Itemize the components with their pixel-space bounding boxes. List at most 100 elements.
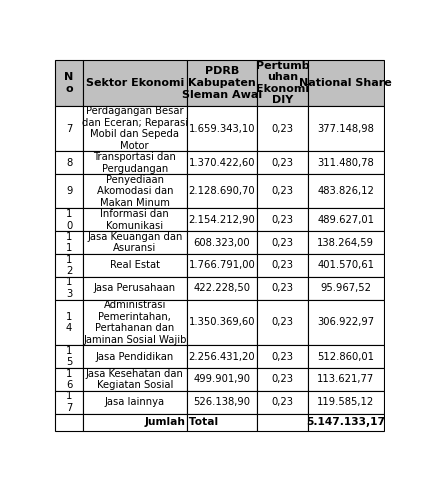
Bar (55, 60, 83, 106)
Text: 9: 9 (66, 186, 72, 196)
Text: 0,23: 0,23 (271, 283, 294, 293)
Bar (308, 345, 383, 368)
Bar (55, 299, 83, 345)
Bar (83, 391, 187, 414)
Bar (308, 299, 383, 345)
Text: 1
5: 1 5 (66, 346, 72, 367)
Text: 138.264,59: 138.264,59 (317, 238, 374, 247)
Bar (187, 299, 257, 345)
Bar (83, 277, 187, 299)
Bar (187, 231, 257, 254)
Text: 1
1: 1 1 (66, 232, 72, 253)
Bar (257, 254, 308, 277)
Bar (55, 391, 83, 414)
Text: 608.323,00: 608.323,00 (193, 238, 250, 247)
Bar (83, 151, 187, 174)
Text: 2.128.690,70: 2.128.690,70 (188, 186, 255, 196)
Bar (55, 208, 83, 231)
Text: 1
0: 1 0 (66, 209, 72, 230)
Bar (187, 368, 257, 391)
Bar (257, 151, 308, 174)
Bar (83, 254, 187, 277)
Text: 1
6: 1 6 (66, 368, 72, 390)
Text: 113.621,77: 113.621,77 (317, 374, 374, 384)
Bar (308, 368, 383, 391)
Bar (83, 299, 187, 345)
Bar (308, 414, 383, 431)
Bar (308, 254, 383, 277)
Text: 0,23: 0,23 (271, 123, 294, 134)
Bar (187, 208, 257, 231)
Text: Jumlah Total: Jumlah Total (145, 417, 219, 427)
Bar (83, 414, 187, 431)
Bar (55, 254, 83, 277)
Bar (187, 106, 257, 151)
Text: Real Estat: Real Estat (110, 260, 160, 270)
Bar (257, 277, 308, 299)
Text: 0,23: 0,23 (271, 186, 294, 196)
Text: 499.901,90: 499.901,90 (193, 374, 250, 384)
Bar (83, 60, 187, 106)
Text: 1
7: 1 7 (66, 391, 72, 413)
Bar (83, 368, 187, 391)
Bar (257, 368, 308, 391)
Text: Penyediaan
Akomodasi dan
Makan Minum: Penyediaan Akomodasi dan Makan Minum (97, 174, 173, 208)
Bar (55, 345, 83, 368)
Bar (308, 174, 383, 208)
Bar (308, 151, 383, 174)
Text: 422.228,50: 422.228,50 (193, 283, 250, 293)
Bar (308, 60, 383, 106)
Bar (187, 391, 257, 414)
Text: Jasa Perusahaan: Jasa Perusahaan (94, 283, 176, 293)
Text: 0,23: 0,23 (271, 215, 294, 225)
Bar (257, 299, 308, 345)
Text: 377.148,98: 377.148,98 (317, 123, 374, 134)
Text: Jasa Kesehatan dan
Kegiatan Sosial: Jasa Kesehatan dan Kegiatan Sosial (86, 368, 184, 390)
Text: 401.570,61: 401.570,61 (317, 260, 374, 270)
Bar (83, 345, 187, 368)
Bar (257, 345, 308, 368)
Text: 2.154.212,90: 2.154.212,90 (188, 215, 255, 225)
Bar (257, 391, 308, 414)
Text: Sektor Ekonomi: Sektor Ekonomi (86, 78, 184, 88)
Text: Perdagangan Besar
dan Eceran; Reparasi
Mobil dan Sepeda
Motor: Perdagangan Besar dan Eceran; Reparasi M… (82, 106, 188, 151)
Text: 119.585,12: 119.585,12 (317, 397, 374, 407)
Text: 0,23: 0,23 (271, 238, 294, 247)
Text: Transportasi dan
Pergudangan: Transportasi dan Pergudangan (93, 152, 176, 174)
Text: 0,23: 0,23 (271, 317, 294, 328)
Text: N
o: N o (65, 72, 74, 94)
Text: 95.967,52: 95.967,52 (320, 283, 371, 293)
Text: Jasa Pendidikan: Jasa Pendidikan (96, 351, 174, 362)
Bar (257, 231, 308, 254)
Bar (55, 368, 83, 391)
Text: 5.147.133,17: 5.147.133,17 (306, 417, 385, 427)
Bar (308, 277, 383, 299)
Text: 0,23: 0,23 (271, 158, 294, 168)
Bar (257, 414, 308, 431)
Bar (55, 174, 83, 208)
Text: 1.659.343,10: 1.659.343,10 (189, 123, 255, 134)
Text: 0,23: 0,23 (271, 260, 294, 270)
Bar (187, 151, 257, 174)
Text: Informasi dan
Komunikasi: Informasi dan Komunikasi (101, 209, 169, 230)
Text: PDRB
Kabupaten
Sleman Awal: PDRB Kabupaten Sleman Awal (182, 67, 262, 100)
Text: 7: 7 (66, 123, 72, 134)
Bar (257, 174, 308, 208)
Bar (55, 414, 83, 431)
Bar (83, 231, 187, 254)
Text: 512.860,01: 512.860,01 (317, 351, 374, 362)
Text: 483.826,12: 483.826,12 (317, 186, 374, 196)
Text: Jasa Keuangan dan
Asuransi: Jasa Keuangan dan Asuransi (87, 232, 182, 253)
Text: 1.370.422,60: 1.370.422,60 (189, 158, 255, 168)
Bar (55, 106, 83, 151)
Bar (257, 106, 308, 151)
Bar (55, 277, 83, 299)
Text: 1
4: 1 4 (66, 312, 72, 333)
Text: 1
3: 1 3 (66, 278, 72, 299)
Text: 1.766.791,00: 1.766.791,00 (188, 260, 255, 270)
Text: 0,23: 0,23 (271, 374, 294, 384)
Bar (308, 208, 383, 231)
Text: 0,23: 0,23 (271, 351, 294, 362)
Bar (55, 151, 83, 174)
Text: 0,23: 0,23 (271, 397, 294, 407)
